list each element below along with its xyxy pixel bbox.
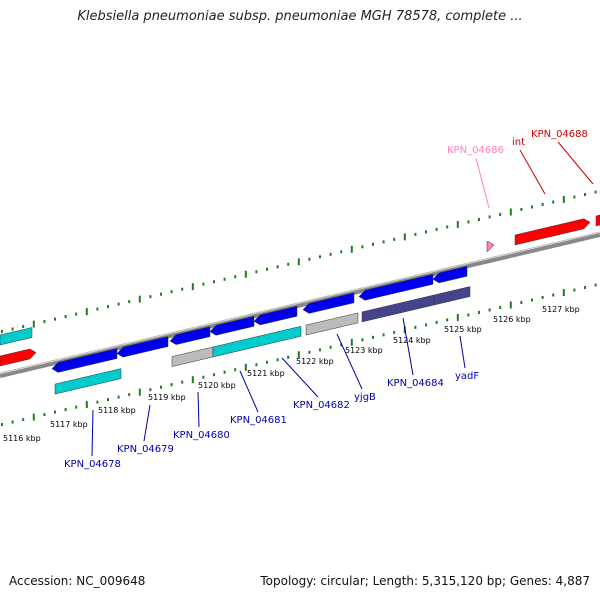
- gene-KPN-04682[interactable]: [253, 305, 298, 326]
- gene-label[interactable]: KPN_04682: [293, 400, 350, 411]
- ruler-label: 5123 kbp: [345, 346, 383, 355]
- gene-label[interactable]: yadF: [455, 371, 479, 382]
- gene-yjgB-b[interactable]: [305, 312, 359, 336]
- ruler-label: 5125 kbp: [444, 325, 482, 334]
- gene-label[interactable]: KPN_04686: [447, 145, 504, 156]
- leader-line: [91, 409, 94, 457]
- gene-KPN-04680-a[interactable]: [169, 326, 211, 345]
- gene-int[interactable]: [514, 218, 591, 246]
- gene-label[interactable]: KPN_04684: [387, 378, 444, 389]
- leader-line: [402, 317, 414, 376]
- gene-label[interactable]: KPN_04680: [173, 430, 230, 441]
- leader-line: [143, 404, 151, 442]
- leader-line: [336, 333, 363, 390]
- ruler-label: 5122 kbp: [296, 357, 334, 366]
- gene-KPN-04684-b[interactable]: [361, 294, 435, 323]
- leader-line: [197, 391, 200, 428]
- gene-KPN-04680-b[interactable]: [171, 346, 214, 367]
- leader-line: [281, 357, 319, 398]
- gene-cyan-left[interactable]: [0, 327, 33, 346]
- gene-label[interactable]: KPN_04678: [64, 459, 121, 470]
- gene-KPN-04678-a[interactable]: [51, 348, 118, 373]
- leader-line: [239, 370, 259, 413]
- accession-label: Accession: NC_009648: [9, 574, 146, 588]
- leader-line: [459, 335, 466, 369]
- gene-label[interactable]: KPN_04681: [230, 415, 287, 426]
- leader-line: [475, 157, 490, 209]
- gene-yadF-a[interactable]: [432, 265, 468, 284]
- ruler-tick-labels: 5116 kbp 5117 kbp 5118 kbp 5119 kbp 5120 kbp…: [3, 305, 580, 443]
- outer-ruler: [1, 190, 597, 334]
- ruler-label: 5124 kbp: [393, 336, 431, 345]
- leader-line: [519, 149, 546, 195]
- gene-KPN-04678-b[interactable]: [54, 368, 122, 395]
- map-title: Klebsiella pneumoniae subsp. pneumoniae …: [77, 9, 523, 24]
- ruler-label: 5119 kbp: [148, 393, 186, 402]
- gene-label[interactable]: KPN_04679: [117, 444, 174, 455]
- gene-yjgB-a[interactable]: [302, 292, 355, 314]
- gene-red-left[interactable]: [0, 348, 37, 367]
- ruler-label: 5127 kbp: [542, 305, 580, 314]
- gene-KPN-04679[interactable]: [116, 336, 169, 358]
- gene-label[interactable]: yjgB: [354, 392, 376, 403]
- gene-KPN-04686[interactable]: [486, 241, 495, 252]
- gene-KPN-04688[interactable]: [595, 214, 600, 227]
- gene-label[interactable]: KPN_04688: [531, 129, 588, 140]
- label-leader-lines: [91, 141, 594, 457]
- gene-yadF-b[interactable]: [433, 286, 471, 306]
- gene-KPN-04684-a[interactable]: [358, 273, 434, 301]
- ruler-label: 5117 kbp: [50, 420, 88, 429]
- gene-features: [0, 214, 600, 395]
- gene-label[interactable]: int: [512, 137, 525, 148]
- genome-summary: Topology: circular; Length: 5,315,120 bp…: [260, 574, 590, 588]
- gene-KPN-04681-b[interactable]: [212, 325, 302, 358]
- ruler-label: 5116 kbp: [3, 434, 41, 443]
- inner-ruler: [1, 283, 597, 427]
- ruler-label: 5120 kbp: [198, 381, 236, 390]
- ruler-label: 5126 kbp: [493, 315, 531, 324]
- ruler-label: 5118 kbp: [98, 406, 136, 415]
- gene-KPN-04681-a[interactable]: [209, 315, 255, 336]
- ruler-label: 5121 kbp: [247, 369, 285, 378]
- leader-line: [557, 141, 594, 185]
